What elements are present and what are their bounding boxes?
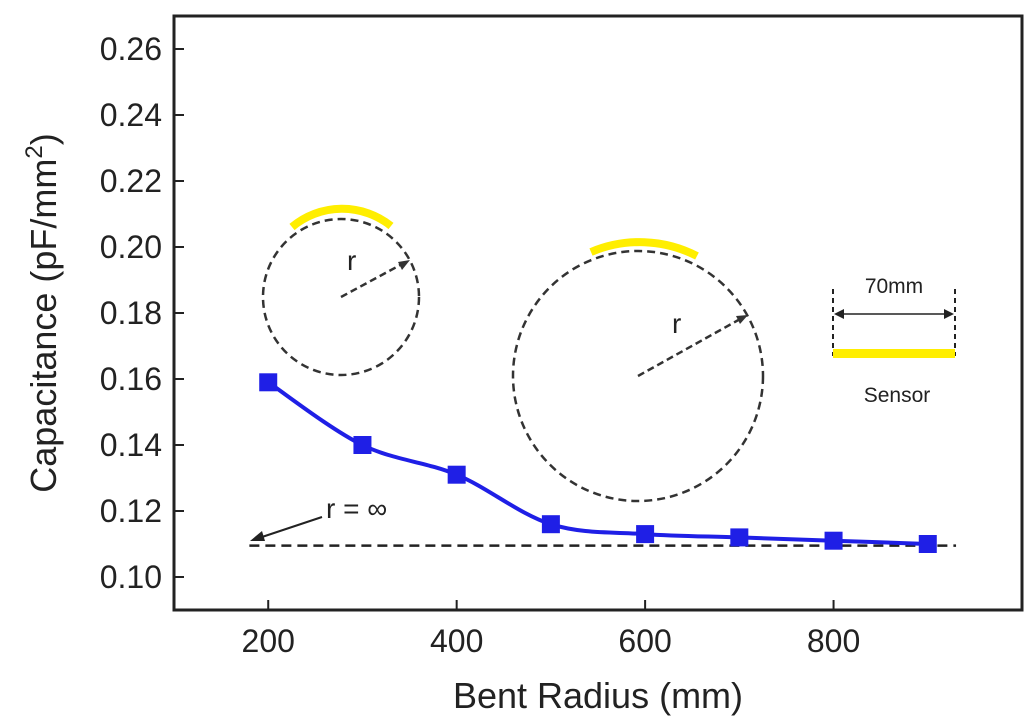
flat-sensor-bar <box>833 349 955 358</box>
x-axis-title: Bent Radius (mm) <box>453 675 743 716</box>
y-tick-label: 0.12 <box>100 493 162 529</box>
data-point <box>447 465 466 484</box>
series-markers <box>259 373 937 553</box>
large-radius-line <box>637 316 743 378</box>
y-tick-label: 0.24 <box>100 97 162 133</box>
y-axis-title-superscript: 2 <box>21 145 48 158</box>
small-bend-circle <box>261 217 421 377</box>
small-radius-arrow-head <box>398 260 410 270</box>
small-radius-line <box>340 261 405 299</box>
y-axis-ticks: 0.10 0.12 0.14 0.16 0.18 0.20 0.22 0.24 0.26 <box>100 31 184 595</box>
data-point <box>730 528 749 547</box>
y-tick-label: 0.20 <box>100 229 162 265</box>
data-point <box>259 373 278 392</box>
data-point <box>541 515 560 534</box>
y-tick-label: 0.14 <box>100 427 162 463</box>
data-point <box>918 535 937 553</box>
y-tick-label: 0.26 <box>100 31 162 67</box>
small-radius-label: r <box>347 245 356 276</box>
large-radius-arrow-head <box>736 315 748 324</box>
x-axis-ticks: 200 400 600 800 <box>242 600 860 659</box>
y-tick-label: 0.18 <box>100 295 162 331</box>
y-tick-label: 0.22 <box>100 163 162 199</box>
y-tick-label: 0.16 <box>100 361 162 397</box>
x-tick-label: 800 <box>807 623 860 659</box>
reference-arrow <box>255 516 323 540</box>
y-axis-title-end: ) <box>23 133 64 145</box>
x-tick-label: 200 <box>242 623 295 659</box>
y-axis-title-main: Capacitance (pF/mm <box>23 159 64 493</box>
small-sensor-arc <box>289 204 394 231</box>
x-tick-label: 400 <box>430 623 483 659</box>
dimension-arrow-right <box>944 309 954 319</box>
data-point <box>353 436 372 454</box>
sensor-label: Sensor <box>864 384 931 407</box>
y-tick-label: 0.10 <box>100 559 162 595</box>
large-bend-circle <box>511 249 765 503</box>
reference-label: r = ∞ <box>326 493 387 524</box>
large-sensor-arc <box>589 238 699 260</box>
dimension-arrow-left <box>834 309 844 319</box>
dimension-label: 70mm <box>865 275 923 298</box>
data-point <box>824 531 843 550</box>
large-radius-label: r <box>672 308 681 339</box>
x-tick-label: 600 <box>618 623 671 659</box>
y-axis-title: Capacitance (pF/mm2) <box>21 133 64 492</box>
data-point <box>636 525 655 544</box>
plot-frame <box>172 14 1024 612</box>
reference-arrow-head <box>250 531 265 541</box>
